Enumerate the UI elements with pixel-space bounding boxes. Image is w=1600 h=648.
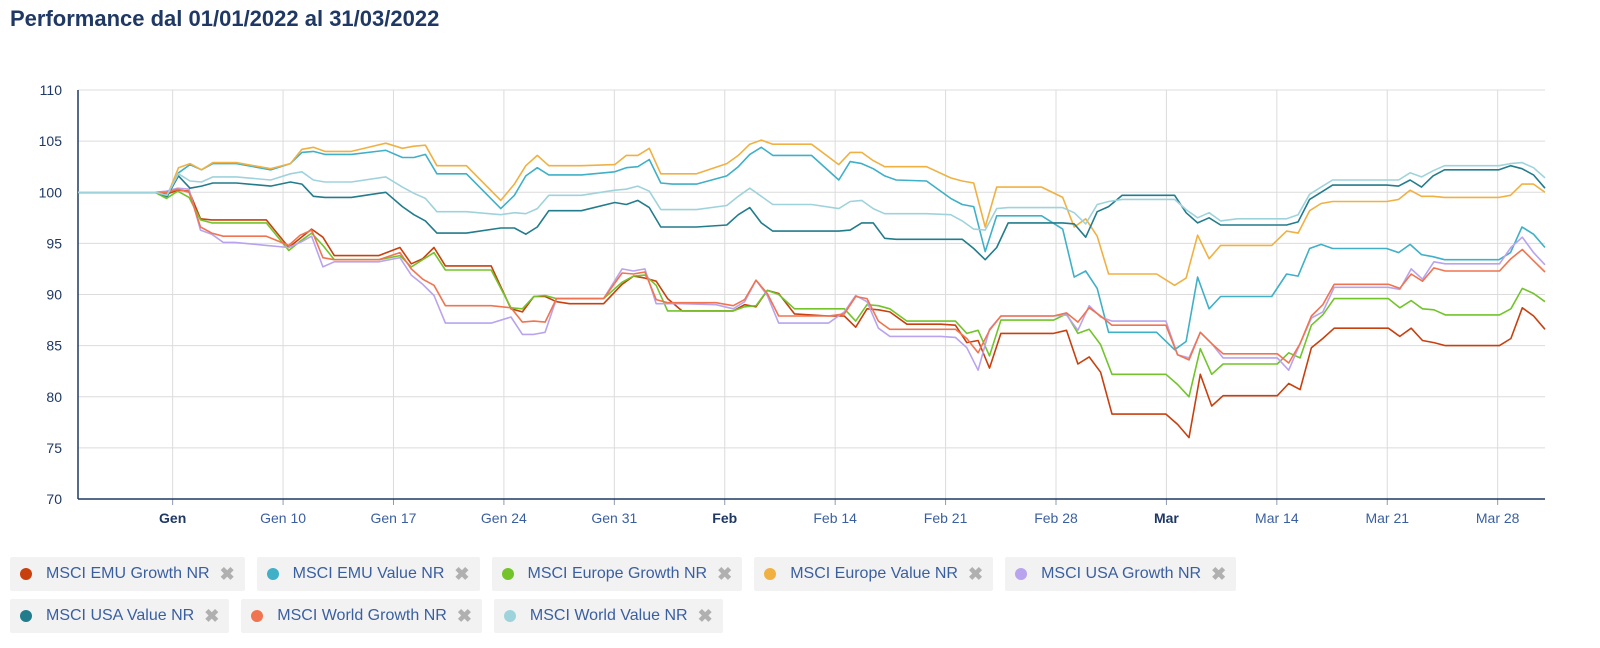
y-tick-label: 85: [46, 338, 62, 354]
remove-icon[interactable]: ✖: [204, 606, 220, 626]
x-tick-label: Mar 28: [1476, 510, 1520, 526]
series-line-6: [78, 188, 1546, 364]
legend-dot-icon: [764, 568, 777, 580]
legend-row-1: MSCI EMU Growth NR ✖ MSCI EMU Value NR ✖…: [10, 557, 1570, 591]
performance-line-chart: 70 75 80 85 90 95 100 105 110 Gen Gen 10 Gen 17 Gen …: [39, 82, 1546, 526]
chart-series: [78, 139, 1546, 439]
legend-item-emu-value[interactable]: MSCI EMU Value NR ✖: [256, 557, 480, 591]
legend-item-usa-growth[interactable]: MSCI USA Growth NR ✖: [1005, 557, 1237, 591]
x-tick-label: Gen 31: [591, 510, 637, 526]
x-tick-label: Gen 24: [481, 510, 527, 526]
legend-dot-icon: [503, 610, 516, 622]
x-tick-label: Feb 21: [924, 510, 968, 526]
legend-dot-icon: [501, 568, 514, 580]
remove-icon[interactable]: ✖: [454, 564, 470, 584]
legend-item-world-value[interactable]: MSCI World Value NR ✖: [493, 599, 723, 633]
legend-item-emu-growth[interactable]: MSCI EMU Growth NR ✖: [10, 557, 245, 591]
legend-label: MSCI World Value NR: [529, 607, 688, 624]
remove-icon[interactable]: ✖: [1211, 564, 1227, 584]
legend-label: MSCI EMU Value NR: [292, 565, 445, 582]
series-line-1: [78, 146, 1546, 351]
y-tick-label: 105: [39, 133, 63, 149]
y-tick-label: 80: [46, 389, 62, 405]
x-tick-label: Gen 17: [371, 510, 417, 526]
x-tick-label: Feb 14: [813, 510, 857, 526]
series-line-5: [78, 164, 1546, 261]
legend-dot-icon: [251, 610, 264, 622]
remove-icon[interactable]: ✖: [967, 564, 984, 584]
x-tick-label: Mar: [1154, 510, 1179, 526]
legend-label: MSCI Europe Growth NR: [527, 565, 708, 582]
remove-icon[interactable]: ✖: [219, 564, 235, 584]
legend-label: MSCI World Growth NR: [277, 607, 447, 624]
page-title: Performance dal 01/01/2022 al 31/03/2022: [10, 6, 440, 31]
x-tick-label: Feb 28: [1034, 510, 1078, 526]
y-tick-label: 75: [46, 440, 62, 456]
legend-dot-icon: [20, 610, 32, 622]
legend-item-world-growth[interactable]: MSCI World Growth NR ✖: [241, 599, 482, 633]
legend-item-europe-value[interactable]: MSCI Europe Value NR ✖: [754, 557, 994, 591]
remove-icon[interactable]: ✖: [456, 606, 472, 626]
y-tick-label: 95: [46, 235, 62, 251]
y-tick-label: 90: [46, 287, 62, 303]
series-line-0: [78, 189, 1546, 439]
x-tick-label: Gen 10: [260, 510, 306, 526]
remove-icon[interactable]: ✖: [697, 606, 713, 626]
series-line-3: [78, 139, 1546, 287]
legend-item-europe-growth[interactable]: MSCI Europe Growth NR ✖: [491, 557, 743, 591]
legend-label: MSCI Europe Value NR: [790, 565, 958, 582]
legend-dot-icon: [1015, 568, 1028, 580]
series-line-4: [78, 187, 1546, 372]
y-tick-label: 70: [46, 491, 62, 507]
y-tick-label: 110: [40, 82, 63, 98]
legend-label: MSCI USA Value NR: [46, 607, 195, 624]
chart-grid: [78, 89, 1545, 499]
remove-icon[interactable]: ✖: [717, 564, 733, 584]
legend-dot-icon: [266, 568, 279, 580]
y-tick-label: 100: [39, 184, 63, 200]
legend-label: MSCI EMU Growth NR: [46, 565, 210, 582]
series-line-7: [78, 161, 1546, 231]
x-tick-label: Gen: [159, 510, 186, 526]
x-tick-label: Feb: [712, 510, 737, 526]
legend-dot-icon: [20, 568, 32, 580]
legend-label: MSCI USA Growth NR: [1041, 565, 1202, 582]
x-tick-label: Mar 21: [1365, 510, 1409, 526]
legend-row-2: MSCI USA Value NR ✖ MSCI World Growth NR…: [10, 599, 1570, 633]
legend-item-usa-value[interactable]: MSCI USA Value NR ✖: [10, 599, 230, 633]
x-tick-label: Mar 14: [1255, 510, 1299, 526]
chart-legend: MSCI EMU Growth NR ✖ MSCI EMU Value NR ✖…: [10, 557, 1570, 641]
chart-axes: 70 75 80 85 90 95 100 105 110 Gen Gen 10 Gen 17 Gen …: [39, 82, 1545, 526]
series-line-2: [78, 190, 1546, 398]
